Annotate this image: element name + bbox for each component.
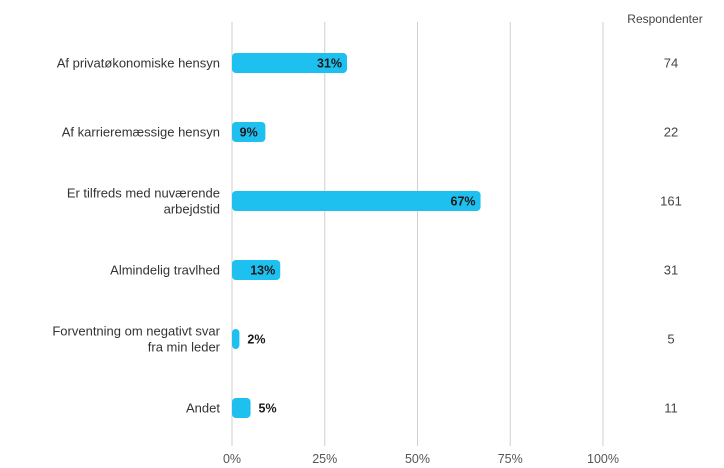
category-label: Af karrieremæssige hensyn	[62, 125, 220, 140]
category-labels: Af privatøkonomiske hensyn Af karrieremæs…	[52, 56, 220, 416]
bar	[232, 53, 348, 73]
bar	[232, 329, 240, 349]
bar	[232, 398, 251, 418]
respondents-count: 5	[667, 332, 674, 347]
x-tick-label: 0%	[223, 452, 241, 466]
bar-value-label: 67%	[451, 195, 476, 209]
respondents-count: 31	[664, 263, 678, 278]
category-label: Er tilfreds med nuværende arbejdstid	[67, 186, 220, 217]
x-tick-label: 25%	[312, 452, 337, 466]
x-axis-tick-labels: 0% 25% 50% 75% 100%	[223, 452, 619, 466]
bar	[232, 260, 281, 280]
gridlines	[231, 22, 604, 446]
respondents-header: Respondenter	[627, 12, 702, 26]
respondents-count: 161	[660, 194, 682, 209]
bar	[232, 122, 266, 142]
respondents-count: 22	[664, 125, 678, 140]
x-tick-label: 100%	[587, 452, 619, 466]
bar-value-label: 13%	[250, 264, 275, 278]
respondents-count: 11	[664, 401, 678, 416]
category-label: Af privatøkonomiske hensyn	[57, 56, 220, 71]
bar	[232, 191, 481, 211]
bar-value-label: 2%	[247, 333, 265, 347]
bar-value-label: 31%	[317, 57, 342, 71]
value-labels: 31% 9% 67% 13% 2% 5%	[240, 57, 476, 416]
category-label: Andet	[186, 401, 220, 416]
category-label: Almindelig travlhed	[110, 263, 220, 278]
x-tick-label: 50%	[405, 452, 430, 466]
bar-value-label: 5%	[259, 402, 277, 416]
x-tick-label: 75%	[498, 452, 523, 466]
bar-value-label: 9%	[240, 126, 258, 140]
bars	[232, 53, 481, 418]
category-label: Forventning om negativt svar fra min lede…	[52, 324, 220, 355]
respondents-count: 74	[664, 56, 678, 71]
respondents-values: 74 22 161 31 5 11	[660, 56, 682, 416]
